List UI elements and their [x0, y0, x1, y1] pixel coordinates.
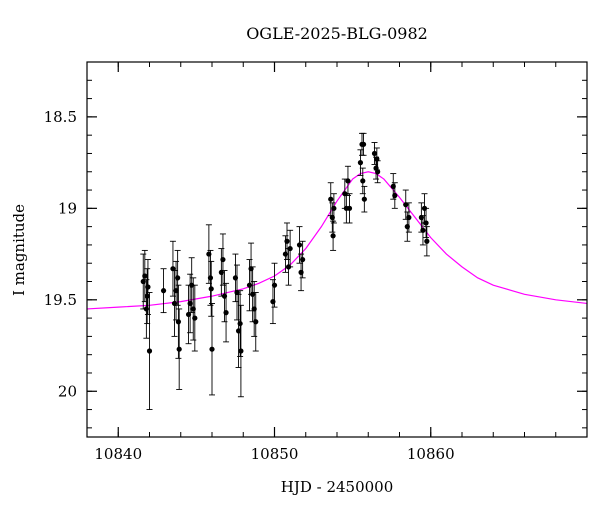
data-point: [253, 319, 259, 325]
data-point: [271, 282, 278, 288]
data-point: [345, 178, 351, 184]
data-point: [300, 256, 306, 263]
data-point: [234, 289, 240, 296]
data-point: [160, 288, 167, 294]
y-tick-label: 18.5: [44, 108, 77, 126]
data-point: [175, 275, 181, 281]
data-point: [237, 320, 243, 327]
data-point: [208, 286, 214, 292]
data-point: [357, 160, 364, 166]
data-point: [392, 192, 398, 199]
data-point: [238, 348, 244, 354]
data-point: [220, 256, 226, 263]
x-tick-label: 10860: [407, 445, 455, 463]
y-tick-label: 19: [58, 199, 77, 217]
data-point: [420, 227, 426, 233]
data-point: [424, 238, 430, 244]
x-tick-label: 10850: [251, 445, 299, 463]
data-point: [209, 346, 215, 352]
data-point: [144, 293, 150, 299]
data-point: [284, 238, 290, 244]
data-point: [170, 266, 176, 272]
chart-title: OGLE-2025-BLG-0982: [246, 24, 428, 43]
data-point: [403, 202, 409, 208]
data-point: [146, 348, 153, 354]
data-point: [175, 319, 182, 325]
x-axis-label: HJD - 2450000: [281, 478, 394, 496]
plot-frame: [86, 61, 588, 438]
data-point: [142, 273, 148, 279]
model-curve: [87, 171, 587, 310]
data-point: [375, 169, 381, 175]
y-axis-label: I magnitude: [10, 204, 28, 296]
data-point: [371, 150, 378, 157]
data-point: [192, 315, 198, 321]
y-tick-label: 20: [58, 382, 77, 400]
data-point: [330, 233, 336, 239]
data-point: [374, 156, 380, 162]
data-point: [223, 310, 229, 316]
data-point: [360, 141, 367, 147]
data-point: [207, 275, 214, 281]
data-point: [287, 245, 293, 252]
data-point: [423, 220, 429, 226]
y-tick-label: 19.5: [44, 291, 77, 309]
data-point: [361, 196, 367, 202]
data-point: [406, 214, 412, 221]
data-point: [360, 178, 366, 184]
x-tick-label: 10840: [94, 445, 142, 463]
data-point: [328, 196, 334, 202]
data-point: [145, 284, 151, 290]
data-point: [346, 205, 353, 211]
data-point: [296, 242, 303, 248]
data-point: [176, 346, 182, 352]
data-point: [331, 205, 337, 211]
